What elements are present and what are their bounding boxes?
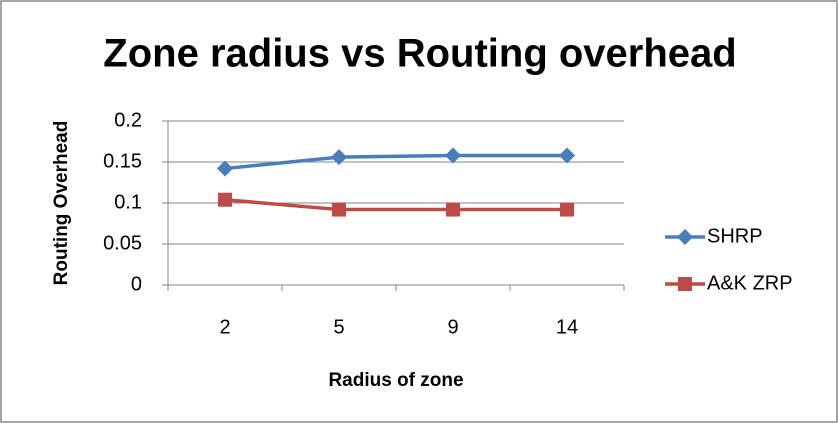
point-marker (331, 149, 347, 166)
x-tick-label: 5 (333, 316, 344, 338)
x-tick-label: 9 (447, 316, 458, 338)
y-axis-title: Routing Overhead (51, 121, 72, 286)
point-marker (446, 202, 460, 217)
point-marker (332, 202, 346, 217)
legend-label: A&K ZRP (707, 272, 793, 294)
legend-label: SHRP (707, 225, 763, 247)
point-marker (559, 147, 575, 164)
x-tick-label: 14 (556, 316, 578, 338)
point-marker (445, 147, 461, 164)
legend-marker (677, 229, 693, 245)
point-marker (560, 202, 574, 217)
legend-marker (678, 277, 692, 291)
y-tick-label: 0.1 (114, 191, 142, 213)
point-marker (217, 160, 233, 177)
chart-title: Zone radius vs Routing overhead (103, 32, 736, 76)
y-tick-label: 0 (131, 273, 142, 295)
x-axis-title: Radius of zone (328, 370, 463, 391)
series-line (224, 153, 567, 171)
series-line (224, 197, 567, 212)
point-marker (218, 192, 232, 207)
y-tick-label: 0.15 (103, 150, 142, 172)
x-tick-label: 2 (219, 316, 230, 338)
y-tick-label: 0.2 (114, 109, 142, 131)
y-tick-label: 0.05 (103, 232, 142, 254)
